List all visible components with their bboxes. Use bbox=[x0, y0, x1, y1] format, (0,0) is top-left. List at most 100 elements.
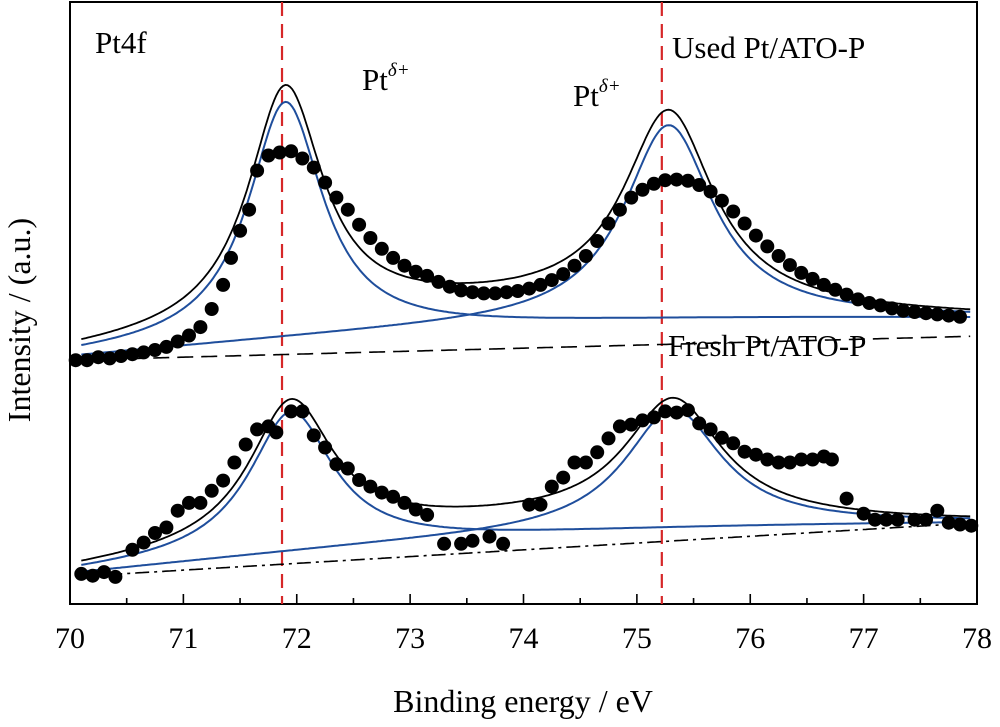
fresh-data-point bbox=[824, 452, 839, 467]
used-data-point bbox=[136, 345, 151, 360]
used-data-point bbox=[148, 343, 162, 357]
used-data-point bbox=[828, 282, 843, 297]
x-tick-label: 70 bbox=[55, 622, 85, 655]
used-data-point bbox=[816, 277, 831, 292]
data-points bbox=[68, 144, 979, 584]
used-data-point bbox=[658, 173, 673, 188]
used-component-1 bbox=[81, 100, 971, 346]
fresh-data-point bbox=[193, 495, 208, 510]
fresh-data-point bbox=[953, 517, 967, 532]
fresh-data-point bbox=[737, 444, 752, 459]
fresh-data-point bbox=[760, 452, 775, 467]
fresh-data-point bbox=[340, 461, 355, 476]
fresh-data-point bbox=[397, 495, 412, 510]
used-data-point bbox=[159, 339, 174, 354]
peak-label-left: Ptδ+ bbox=[362, 60, 410, 97]
fresh-data-point bbox=[868, 512, 882, 527]
fresh-data-point bbox=[437, 536, 452, 551]
fresh-data-point bbox=[748, 447, 763, 462]
fresh-data-point bbox=[170, 503, 185, 518]
fresh-data-point bbox=[669, 405, 684, 420]
fresh-data-point bbox=[465, 533, 480, 548]
fresh-data-point bbox=[890, 512, 905, 527]
fresh-data-point bbox=[919, 512, 933, 527]
used-data-point bbox=[204, 302, 219, 316]
fresh-data-point bbox=[544, 479, 559, 494]
used-data-point bbox=[748, 228, 763, 243]
used-data-point bbox=[692, 178, 707, 192]
used-data-point bbox=[522, 281, 537, 296]
used-data-point bbox=[80, 353, 94, 368]
x-tick-label: 75 bbox=[622, 622, 652, 655]
used-data-point bbox=[306, 160, 321, 175]
used-data-point bbox=[885, 301, 899, 316]
fresh-data-point bbox=[941, 515, 956, 530]
fresh-data-point bbox=[533, 497, 548, 512]
used-data-point bbox=[919, 306, 933, 321]
used-data-point bbox=[329, 190, 344, 205]
peak-label-left-text: Pt bbox=[362, 62, 388, 97]
fresh-data-point bbox=[250, 422, 265, 437]
used-data-point bbox=[578, 249, 593, 263]
fresh-data-point bbox=[726, 436, 741, 451]
used-data-point bbox=[771, 249, 786, 263]
fresh-data-point bbox=[269, 425, 284, 440]
used-data-point bbox=[760, 239, 775, 254]
fresh-data-point bbox=[363, 479, 378, 494]
fresh-data-point bbox=[284, 404, 299, 419]
fresh-data-point bbox=[782, 455, 797, 470]
x-tick-label: 77 bbox=[849, 622, 879, 655]
used-data-point bbox=[114, 349, 128, 363]
fresh-data-point bbox=[97, 565, 111, 580]
used-data-point bbox=[567, 258, 582, 273]
fresh-data-point bbox=[408, 502, 423, 517]
fresh-component-1 bbox=[81, 410, 971, 566]
used-data-point bbox=[941, 308, 956, 323]
used-data-point bbox=[612, 202, 627, 217]
fresh-data-point bbox=[930, 503, 945, 518]
region-label: Pt4f bbox=[95, 25, 147, 60]
fresh-data-point bbox=[352, 473, 367, 487]
fresh-data-point bbox=[612, 419, 627, 434]
used-data-point bbox=[170, 334, 185, 349]
used-data-point bbox=[318, 175, 333, 190]
fresh-data-point bbox=[658, 404, 673, 419]
used-data-point bbox=[907, 305, 922, 319]
used-data-point bbox=[340, 202, 355, 217]
fresh-data-point bbox=[482, 529, 497, 544]
fresh-data-point bbox=[386, 489, 401, 504]
used-data-point bbox=[284, 144, 299, 159]
sample-label-top: Used Pt/ATO-P bbox=[672, 30, 865, 65]
used-component-2 bbox=[81, 124, 971, 356]
x-tick-label: 78 bbox=[962, 622, 992, 655]
used-data-point bbox=[250, 163, 265, 178]
used-data-point bbox=[624, 190, 639, 205]
used-data-point bbox=[601, 216, 616, 231]
used-data-point bbox=[91, 350, 106, 365]
fresh-data-point bbox=[680, 403, 695, 418]
used-data-point bbox=[397, 258, 412, 273]
used-data-point bbox=[431, 274, 446, 289]
used-data-point bbox=[363, 231, 378, 245]
fresh-data-point bbox=[578, 455, 593, 470]
fresh-data-point bbox=[522, 497, 537, 512]
x-tick-label: 74 bbox=[509, 622, 539, 655]
used-data-point bbox=[805, 271, 820, 286]
x-tick-label: 73 bbox=[395, 622, 425, 655]
peak-label-left-sup: δ+ bbox=[388, 60, 410, 81]
x-tick-label: 72 bbox=[282, 622, 312, 655]
fresh-envelope bbox=[81, 396, 971, 562]
used-data-point bbox=[646, 176, 661, 191]
fresh-data-point bbox=[306, 428, 321, 443]
fresh-data-point bbox=[839, 491, 854, 506]
used-data-point bbox=[465, 285, 480, 300]
used-data-point bbox=[102, 351, 117, 366]
used-data-point bbox=[851, 292, 865, 307]
used-data-point bbox=[216, 277, 231, 292]
fresh-data-point bbox=[374, 485, 389, 500]
fresh-data-point bbox=[148, 526, 162, 540]
used-data-point bbox=[782, 258, 797, 273]
fresh-data-point bbox=[238, 437, 253, 452]
used-data-point bbox=[544, 273, 559, 288]
fresh-data-point bbox=[454, 536, 469, 551]
